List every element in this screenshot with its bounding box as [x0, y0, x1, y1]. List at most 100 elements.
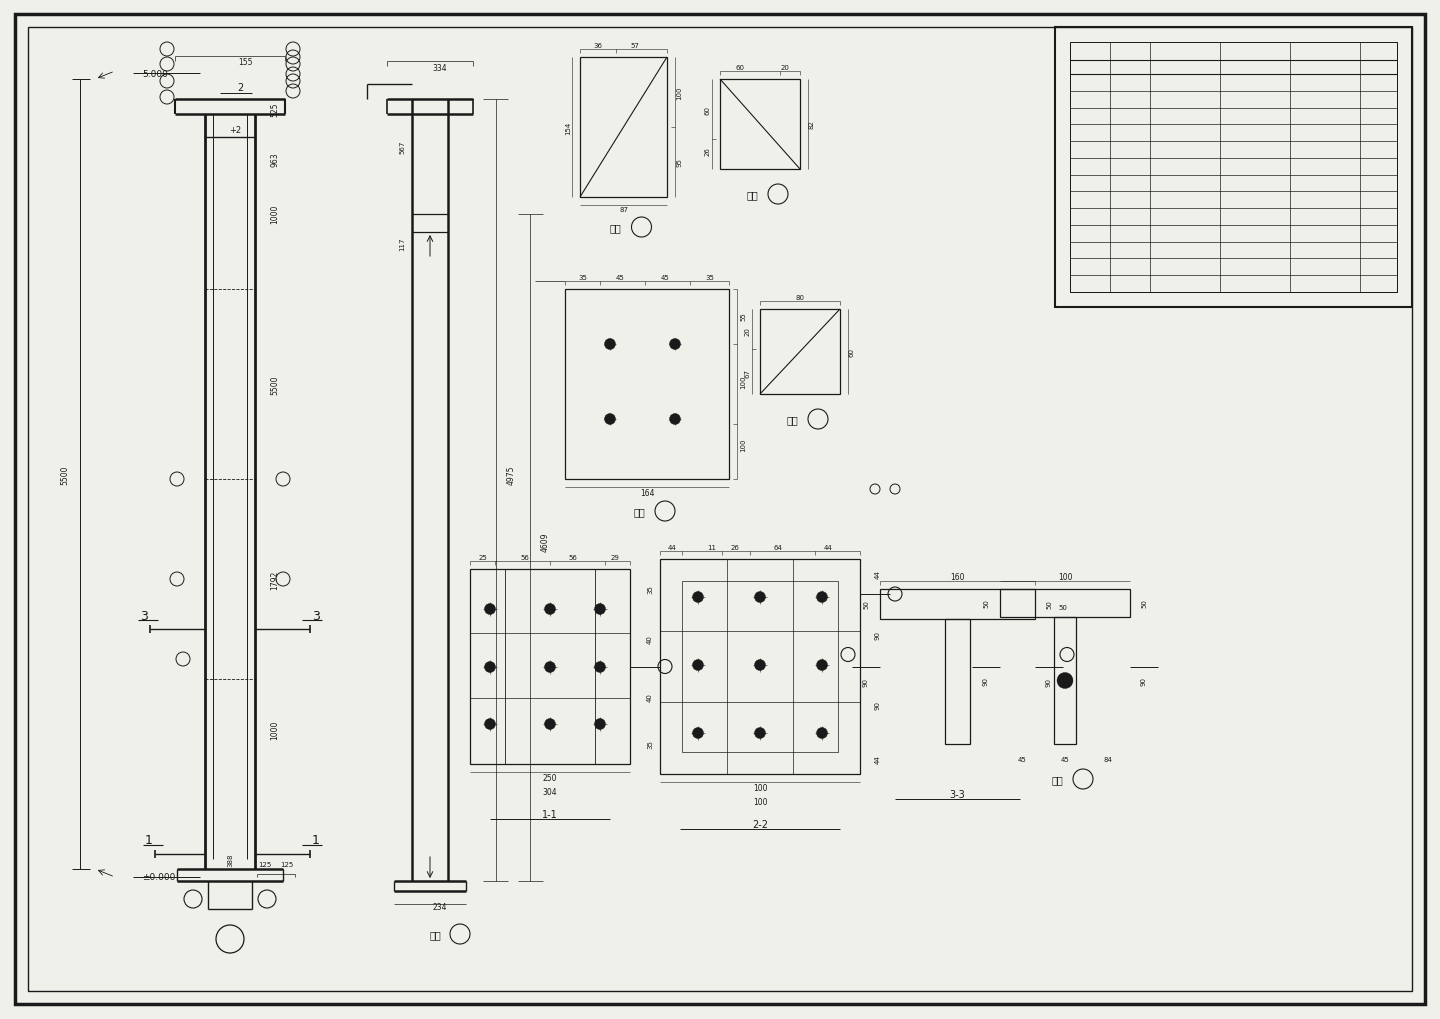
Text: 50: 50 — [1045, 600, 1053, 608]
Circle shape — [544, 662, 556, 673]
Circle shape — [755, 592, 766, 603]
Bar — [720, 79, 801, 170]
Text: 250: 250 — [543, 773, 557, 783]
Text: 90: 90 — [984, 677, 989, 686]
Text: 56: 56 — [569, 554, 577, 560]
Bar — [1070, 43, 1397, 292]
Text: 164: 164 — [639, 489, 654, 498]
Text: 35: 35 — [579, 275, 588, 280]
Text: 84: 84 — [1103, 756, 1113, 762]
Text: 44: 44 — [876, 755, 881, 763]
Text: 25: 25 — [478, 554, 487, 560]
Bar — [880, 589, 1035, 620]
Circle shape — [755, 728, 766, 739]
Circle shape — [693, 728, 704, 739]
Bar — [683, 582, 838, 752]
Circle shape — [544, 604, 556, 614]
Text: 零件: 零件 — [786, 415, 798, 425]
Bar — [564, 289, 729, 480]
Text: 334: 334 — [432, 63, 448, 72]
Circle shape — [670, 339, 681, 351]
Text: 963: 963 — [271, 153, 279, 167]
Text: 50: 50 — [1058, 604, 1067, 610]
Text: 44: 44 — [824, 544, 832, 550]
Text: 26: 26 — [706, 148, 711, 156]
Circle shape — [670, 414, 681, 425]
Text: 90: 90 — [876, 630, 881, 639]
Text: 1000: 1000 — [271, 204, 279, 223]
Bar — [660, 559, 860, 774]
Text: 90: 90 — [1045, 678, 1053, 687]
Text: 100: 100 — [1058, 573, 1073, 582]
Circle shape — [484, 662, 495, 673]
Text: 125: 125 — [258, 861, 272, 867]
Text: 90: 90 — [863, 678, 868, 687]
Text: 45: 45 — [1061, 756, 1070, 762]
Text: 100: 100 — [740, 375, 746, 388]
Text: 160: 160 — [950, 573, 965, 582]
Text: 44: 44 — [668, 544, 677, 550]
Text: 82: 82 — [809, 120, 815, 129]
Text: 1-1: 1-1 — [541, 809, 557, 819]
Circle shape — [605, 339, 615, 351]
Text: 20: 20 — [744, 327, 752, 336]
Text: 5500: 5500 — [60, 465, 69, 484]
Text: 95: 95 — [675, 158, 683, 167]
Text: 50: 50 — [984, 599, 989, 608]
Text: 50: 50 — [863, 600, 868, 608]
Text: 155: 155 — [238, 57, 252, 66]
Circle shape — [693, 660, 704, 671]
Circle shape — [484, 604, 495, 614]
Circle shape — [595, 604, 605, 614]
Text: 304: 304 — [543, 788, 557, 797]
Text: 100: 100 — [740, 438, 746, 451]
Text: 125: 125 — [281, 861, 294, 867]
Circle shape — [816, 592, 828, 603]
Text: 29: 29 — [611, 554, 619, 560]
Text: 45: 45 — [1018, 756, 1027, 762]
Text: 35: 35 — [647, 585, 652, 594]
Text: ±0.000: ±0.000 — [143, 872, 176, 881]
Text: 45: 45 — [616, 275, 625, 280]
Text: 525: 525 — [271, 103, 279, 117]
Text: 1: 1 — [312, 834, 320, 847]
Text: 44: 44 — [876, 570, 881, 579]
Text: 零件: 零件 — [1051, 774, 1063, 785]
Bar — [945, 620, 971, 744]
Circle shape — [595, 662, 605, 673]
Text: 11: 11 — [707, 544, 717, 550]
Text: 零件: 零件 — [634, 506, 645, 517]
Text: 零件: 零件 — [609, 223, 622, 232]
Text: 80: 80 — [795, 294, 805, 301]
Text: 60: 60 — [736, 65, 744, 71]
Text: 90: 90 — [1058, 682, 1067, 688]
Text: 64: 64 — [773, 544, 782, 550]
Text: 2: 2 — [236, 83, 243, 93]
Bar — [760, 310, 840, 394]
Circle shape — [816, 660, 828, 671]
Text: 4609: 4609 — [540, 532, 550, 551]
Bar — [469, 570, 631, 764]
Text: 45: 45 — [661, 275, 670, 280]
Text: 67: 67 — [744, 368, 752, 377]
Text: +2: +2 — [229, 125, 240, 135]
Text: 3-3: 3-3 — [949, 790, 965, 799]
Text: 55: 55 — [740, 312, 746, 321]
Text: 4975: 4975 — [507, 465, 516, 484]
Circle shape — [693, 592, 704, 603]
Text: 40: 40 — [647, 693, 652, 702]
Circle shape — [595, 718, 605, 730]
Text: 90: 90 — [876, 700, 881, 709]
Text: 2-2: 2-2 — [752, 819, 768, 829]
Text: 35: 35 — [706, 275, 714, 280]
Text: 1000: 1000 — [271, 719, 279, 739]
Bar — [999, 589, 1130, 618]
Text: 60: 60 — [850, 347, 855, 357]
Circle shape — [816, 728, 828, 739]
Circle shape — [605, 414, 615, 425]
Text: 57: 57 — [631, 43, 639, 49]
Text: 5.000: 5.000 — [143, 69, 168, 78]
Text: 154: 154 — [564, 121, 572, 135]
Text: 87: 87 — [619, 207, 628, 213]
Text: 40: 40 — [647, 635, 652, 644]
